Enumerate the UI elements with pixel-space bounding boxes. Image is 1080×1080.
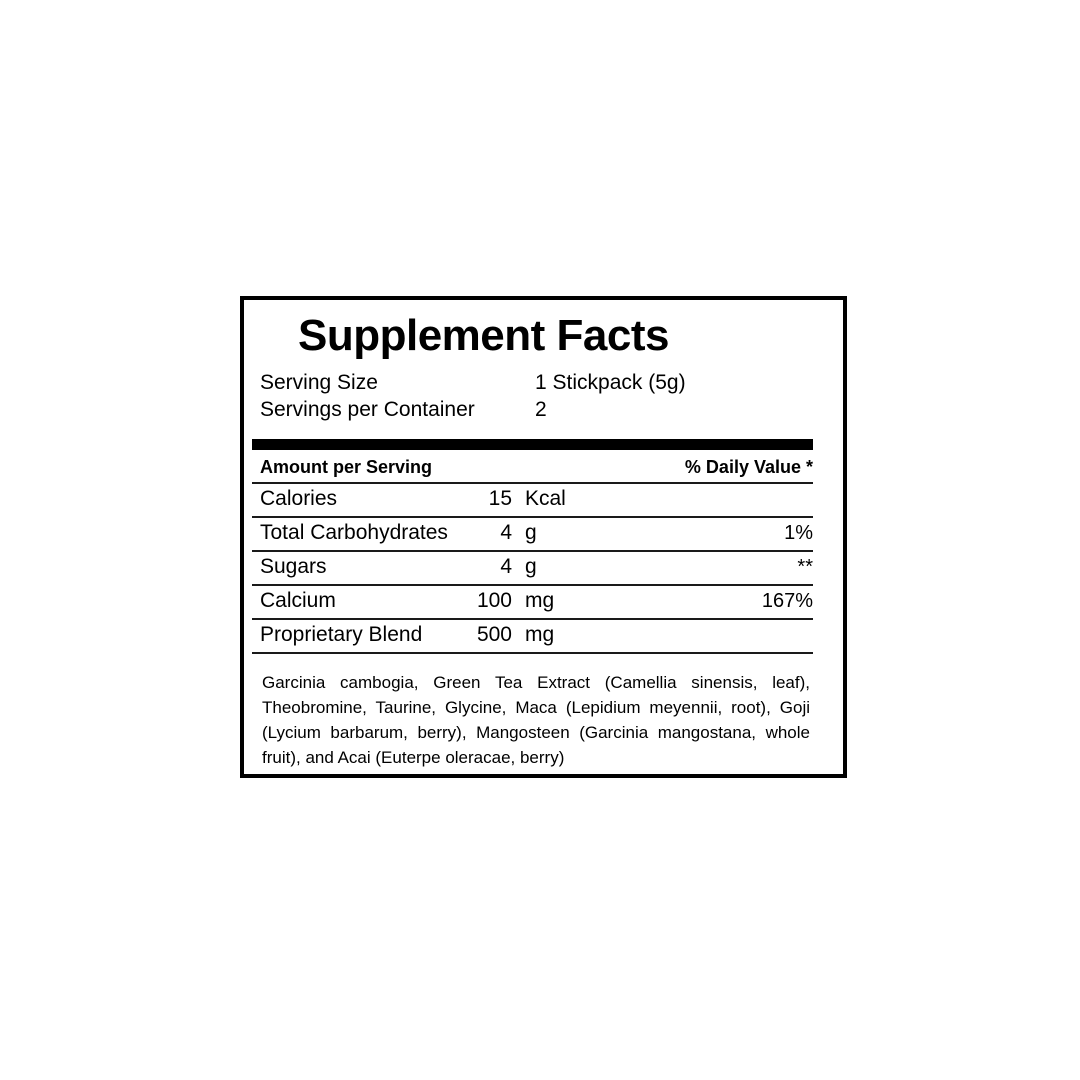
supplement-facts-panel: Supplement Facts Serving Size 1 Stickpac… xyxy=(240,296,847,778)
nutrient-name: Proprietary Blend xyxy=(260,623,423,646)
serving-info-block: Serving Size 1 Stickpack (5g) Servings p… xyxy=(260,369,813,423)
serving-size-value: 1 Stickpack (5g) xyxy=(535,371,686,394)
proprietary-blend-ingredients: Garcinia cambogia, Green Tea Extract (Ca… xyxy=(262,673,810,767)
nutrient-daily-value: 167% xyxy=(761,590,813,612)
serving-size-row: Serving Size 1 Stickpack (5g) xyxy=(260,369,813,396)
divider xyxy=(252,516,813,518)
amount-per-serving-header: Amount per Serving xyxy=(260,457,433,477)
divider xyxy=(252,652,813,654)
nutrient-unit: g xyxy=(525,555,537,578)
table-row-proprietary-blend: Proprietary Blend 500 mg xyxy=(252,620,813,652)
servings-per-container-label: Servings per Container xyxy=(260,398,475,421)
panel-content: Supplement Facts Serving Size 1 Stickpac… xyxy=(244,300,843,770)
nutrient-amount: 4 xyxy=(500,555,512,578)
nutrient-name: Sugars xyxy=(260,555,327,578)
nutrient-name: Calcium xyxy=(260,589,336,612)
table-header-row: Amount per Serving % Daily Value * xyxy=(252,450,813,482)
daily-value-header: % Daily Value * xyxy=(684,457,813,477)
nutrient-amount: 500 xyxy=(476,623,512,646)
nutrient-daily-value: ** xyxy=(797,556,813,578)
nutrient-amount: 4 xyxy=(500,521,512,544)
thick-divider-bar xyxy=(252,439,813,450)
nutrient-unit: Kcal xyxy=(525,487,566,510)
nutrient-daily-value: 1% xyxy=(784,522,813,544)
table-row-total-carbohydrates: Total Carbohydrates 4 g 1% xyxy=(252,518,813,550)
facts-title: Supplement Facts xyxy=(298,311,669,360)
nutrient-unit: mg xyxy=(525,589,555,612)
servings-per-container-row: Servings per Container 2 xyxy=(260,396,813,423)
nutrient-name: Total Carbohydrates xyxy=(260,521,448,544)
divider xyxy=(252,482,813,484)
divider xyxy=(252,550,813,552)
servings-per-container-value: 2 xyxy=(535,398,547,421)
table-row-calcium: Calcium 100 mg 167% xyxy=(252,586,813,618)
nutrient-name: Calories xyxy=(260,487,338,510)
nutrient-amount: 15 xyxy=(488,487,512,510)
nutrient-unit: mg xyxy=(525,623,555,646)
table-row-calories: Calories 15 Kcal xyxy=(252,484,813,516)
nutrient-unit: g xyxy=(525,521,537,544)
divider xyxy=(252,618,813,620)
table-row-sugars: Sugars 4 g ** xyxy=(252,552,813,584)
serving-size-label: Serving Size xyxy=(260,371,378,394)
divider xyxy=(252,584,813,586)
nutrient-amount: 100 xyxy=(476,589,512,612)
